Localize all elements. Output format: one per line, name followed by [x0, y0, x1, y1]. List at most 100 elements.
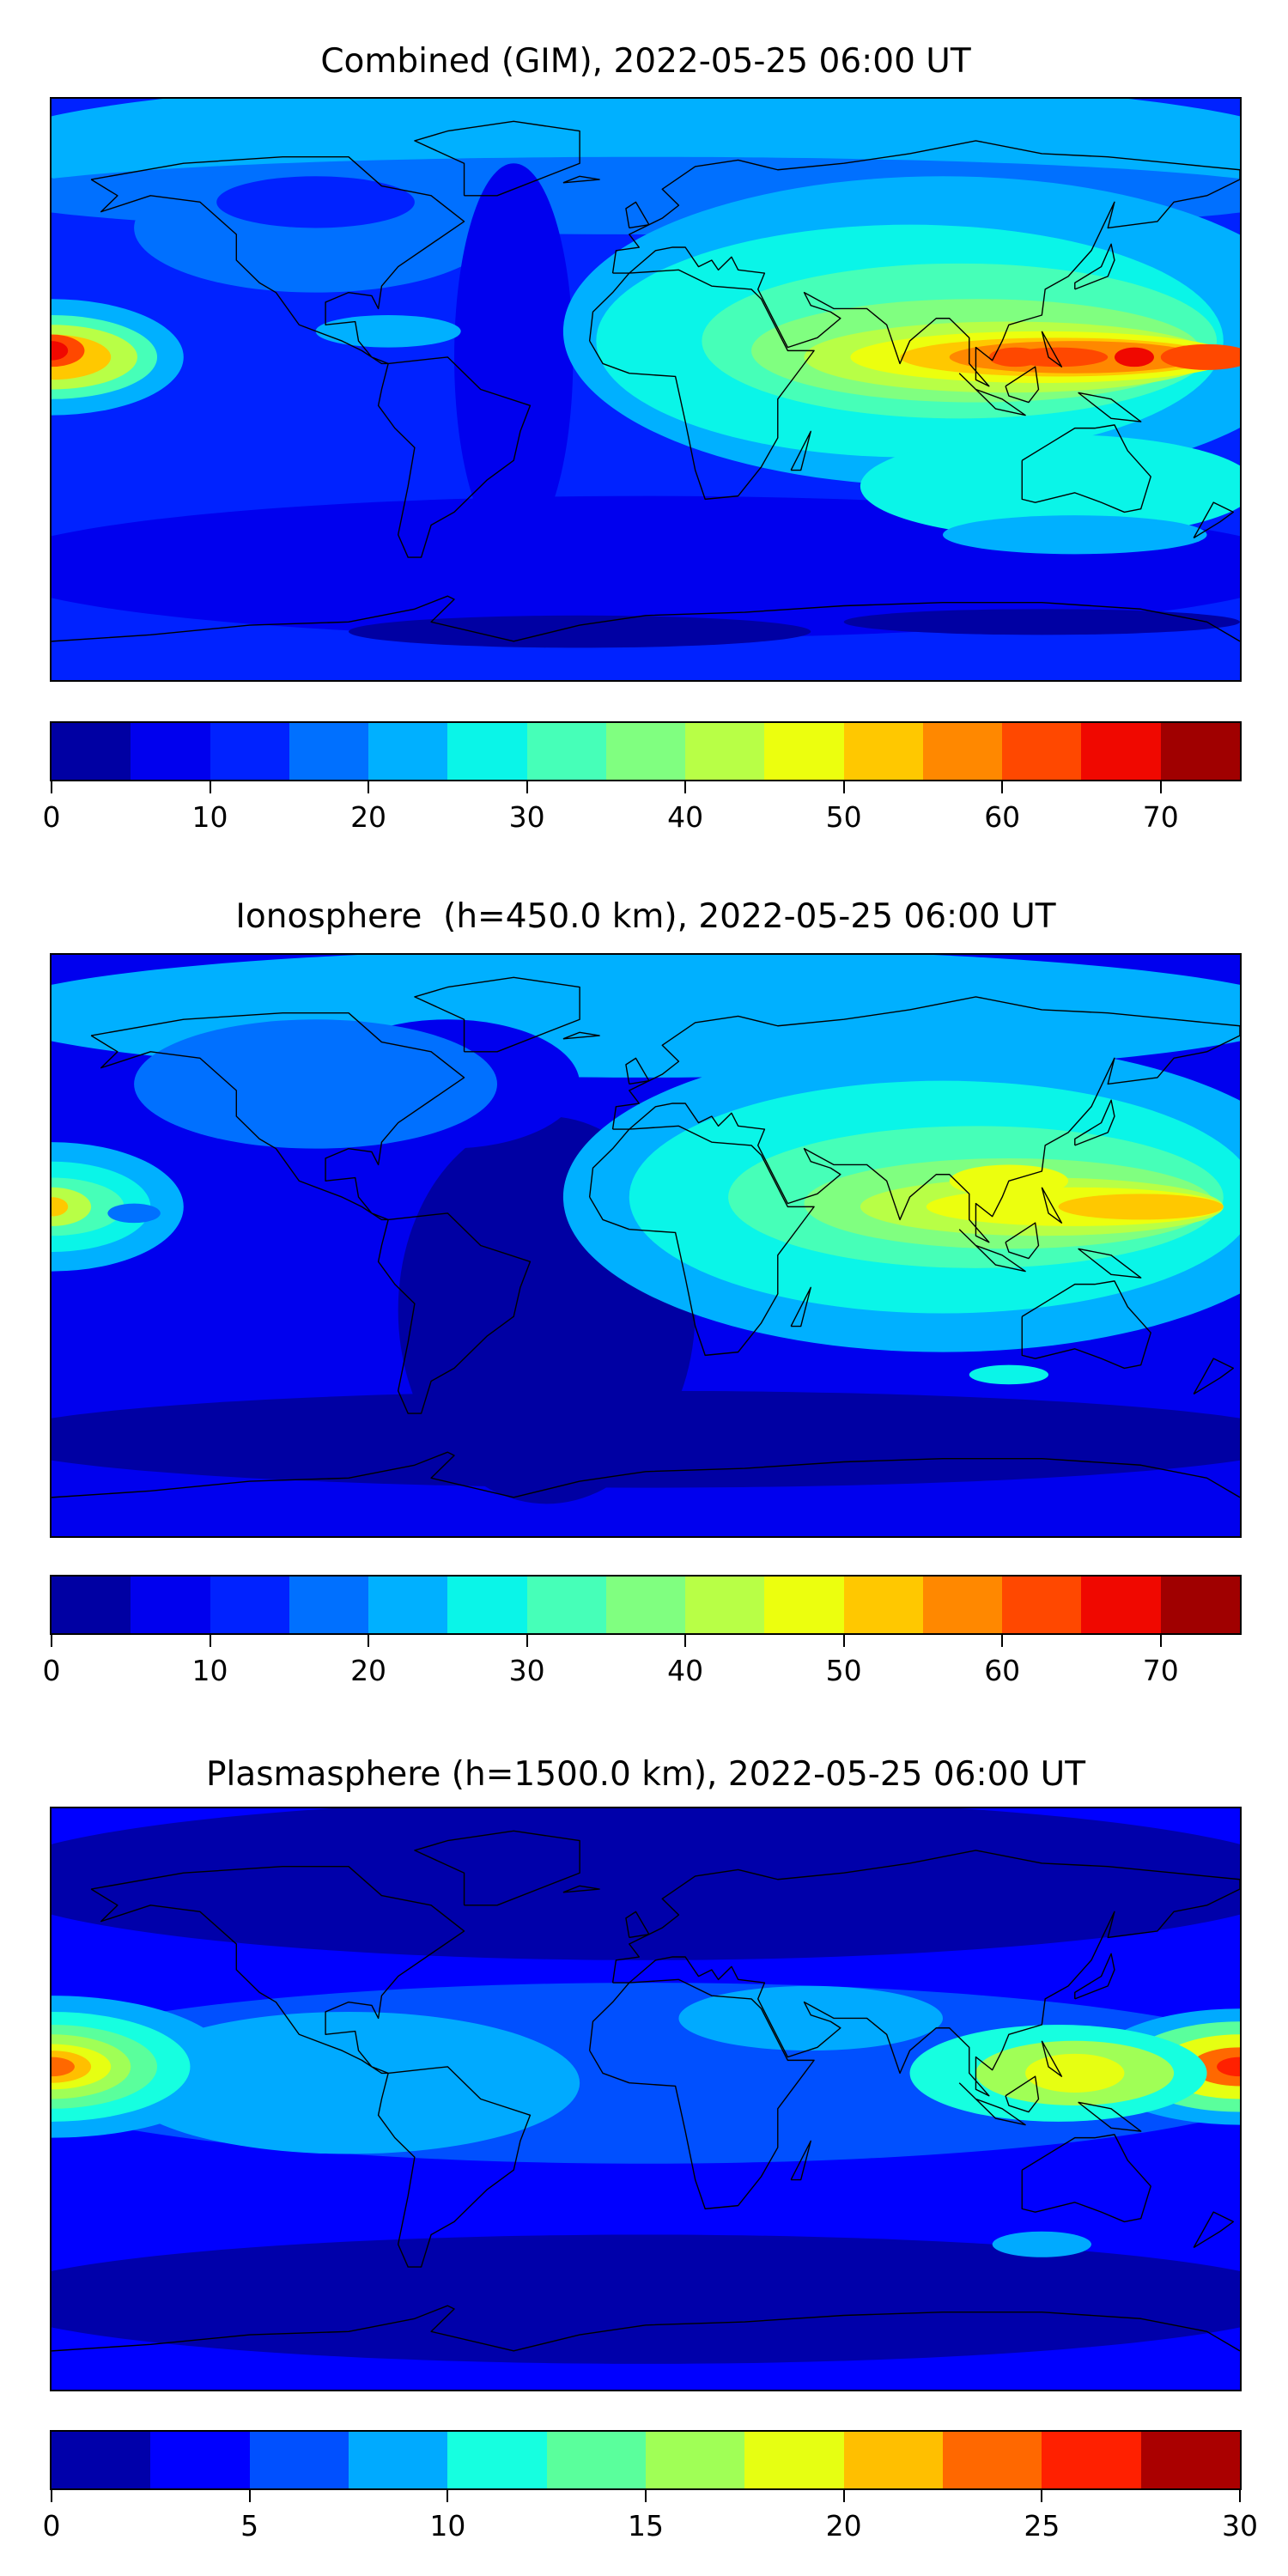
colorbar-tick-label: 30: [508, 800, 545, 834]
coastline: [415, 121, 580, 196]
coastline: [791, 2141, 811, 2179]
panel-3-colorbar-ticks: 0 5 10 15 20 25 30: [43, 2490, 1258, 2543]
contour-region: [678, 1985, 943, 2051]
coastline: [379, 357, 531, 557]
colorbar-segment: [1160, 723, 1240, 780]
coastline: [590, 1126, 814, 1355]
colorbar-tick-label: 20: [350, 800, 387, 834]
colorbar-segment: [1002, 1577, 1082, 1633]
colorbar-tick-label: 0: [42, 2509, 61, 2543]
colorbar-segment: [447, 2432, 547, 2488]
colorbar-segment: [249, 2432, 349, 2488]
panel-1-map: [50, 97, 1242, 682]
colorbar-tick: [368, 781, 370, 793]
coastline: [1042, 2041, 1061, 2076]
colorbar-segment: [1081, 1577, 1161, 1633]
colorbar-tick: [1159, 781, 1162, 793]
colorbar-tick: [1001, 781, 1004, 793]
colorbar-segment: [1042, 2432, 1141, 2488]
colorbar-tick-label: 70: [1142, 1654, 1179, 1687]
colorbar-tick: [1239, 2490, 1241, 2502]
colorbar-segment: [52, 2432, 151, 2488]
colorbar-tick: [1041, 2490, 1043, 2502]
colorbar-tick-label: 5: [240, 2509, 259, 2543]
colorbar-segment: [605, 1577, 686, 1633]
coastline: [415, 1831, 580, 1905]
colorbar-tick: [51, 1635, 52, 1647]
coastline: [1005, 367, 1038, 402]
coastline: [791, 1287, 811, 1326]
panel-1-colorbar-ticks: 0 10 20 30 40 50 60 70: [43, 781, 1240, 834]
panel-1-colorbar: [50, 721, 1242, 781]
colorbar-segment: [744, 2432, 844, 2488]
colorbar-segment: [210, 723, 289, 780]
contour-region: [843, 609, 1240, 635]
coastline: [415, 977, 580, 1052]
colorbar-tick: [684, 1635, 687, 1647]
coastline: [626, 1911, 649, 1937]
coastline: [91, 1013, 464, 1220]
colorbar-segment: [52, 1577, 131, 1633]
colorbar-tick-label: 0: [42, 1654, 61, 1687]
coastline: [563, 1032, 599, 1039]
colorbar-segment: [289, 723, 369, 780]
colorbar-segment: [131, 723, 210, 780]
colorbar-segment: [922, 1577, 1003, 1633]
combined-tec-map: [52, 99, 1240, 680]
contour-region: [992, 2231, 1091, 2257]
coastline: [1194, 502, 1233, 538]
coastline: [91, 157, 464, 364]
contour-region: [134, 1019, 497, 1149]
contour-region: [969, 1364, 1049, 1385]
colorbar-tick-label: 40: [667, 800, 704, 834]
coastline: [563, 1886, 599, 1893]
coastline: [52, 2306, 1240, 2351]
panel-1-title: Combined (GIM), 2022-05-25 06:00 UT: [320, 42, 971, 81]
contour-region: [988, 347, 1042, 368]
colorbar-segment: [447, 723, 527, 780]
colorbar-tick-label: 25: [1024, 2509, 1060, 2543]
coastline: [379, 2067, 531, 2267]
colorbar-tick: [248, 2490, 251, 2502]
coastline: [1042, 331, 1061, 367]
colorbar-tick-label: 10: [191, 1654, 228, 1687]
colorbar-segment: [1160, 1577, 1240, 1633]
colorbar-segment: [843, 2432, 943, 2488]
colorbar-segment: [922, 723, 1003, 780]
coastline: [1075, 1100, 1115, 1145]
contour-region: [315, 314, 461, 348]
panel-2-colorbar-ticks: 0 10 20 30 40 50 60 70: [43, 1635, 1240, 1687]
colorbar-tick-label: 30: [508, 1654, 545, 1687]
colorbar-tick: [645, 2490, 647, 2502]
colorbar-tick-label: 15: [628, 2509, 664, 2543]
coastline: [791, 431, 811, 470]
colorbar-tick: [684, 781, 687, 793]
colorbar-tick-label: 30: [1222, 2509, 1258, 2543]
colorbar-tick-label: 20: [350, 1654, 387, 1687]
coastline: [959, 1230, 1025, 1272]
colorbar-segment: [1002, 723, 1082, 780]
colorbar-tick: [1001, 1635, 1004, 1647]
contour-region: [1058, 1194, 1224, 1220]
colorbar-segment: [368, 723, 448, 780]
coastline: [613, 997, 1240, 1242]
coastline: [613, 141, 1240, 386]
coastline: [1078, 1249, 1141, 1278]
colorbar-tick-label: 60: [984, 1654, 1021, 1687]
colorbar-tick-label: 50: [825, 800, 862, 834]
contour-region: [52, 1390, 1240, 1488]
coastline: [1042, 1188, 1061, 1223]
contour-region: [52, 1197, 69, 1217]
colorbar-segment: [1140, 2432, 1240, 2488]
colorbar-tick: [209, 1635, 211, 1647]
coastline: [52, 1452, 1240, 1498]
colorbar-segment: [645, 2432, 745, 2488]
colorbar-segment: [685, 723, 765, 780]
contour-region: [52, 341, 69, 361]
coastline: [1022, 1281, 1151, 1369]
colorbar-tick-label: 10: [191, 800, 228, 834]
contour-region: [52, 2057, 75, 2077]
coastline: [1005, 1223, 1038, 1258]
ionosphere-tec-map: [52, 955, 1240, 1536]
colorbar-tick-label: 40: [667, 1654, 704, 1687]
